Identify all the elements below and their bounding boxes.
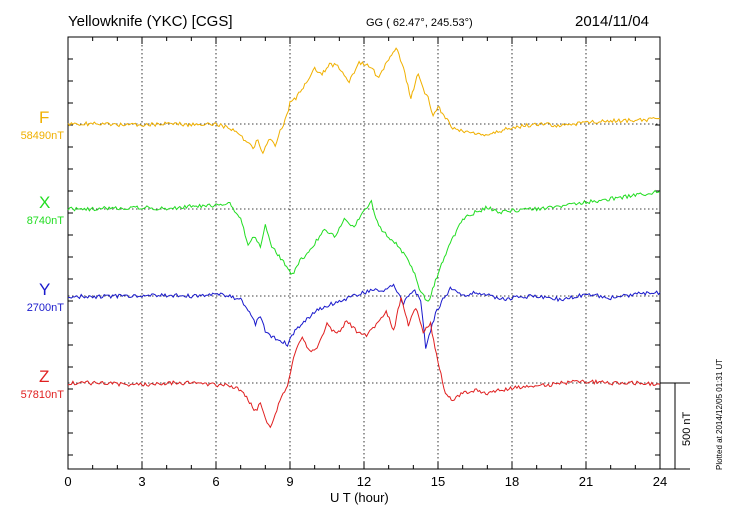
- x-tick-label: 15: [430, 474, 446, 489]
- scale-bar: [660, 382, 690, 470]
- series-line-f: [67, 47, 661, 155]
- series-line-x: [67, 189, 661, 302]
- plotted-timestamp: Plotted at 2014/12/05 01:31 UT: [715, 358, 724, 470]
- component-baseline-z: 57810nT: [20, 389, 64, 401]
- grid-lines: [68, 37, 660, 469]
- component-baseline-x: 8740nT: [26, 215, 64, 227]
- x-axis-label: U T (hour): [330, 490, 389, 505]
- series-line-y: [67, 283, 661, 349]
- component-baseline-y: 2700nT: [26, 302, 64, 314]
- station-title: Yellowknife (YKC) [CGS]: [68, 13, 233, 30]
- x-tick-label: 24: [652, 474, 668, 489]
- x-tick-label: 18: [504, 474, 520, 489]
- x-tick-label: 6: [212, 474, 220, 489]
- station-coordinates: GG ( 62.47°, 245.53°): [366, 17, 473, 29]
- record-date: 2014/11/04: [575, 13, 649, 30]
- component-label-f: F: [39, 108, 50, 127]
- x-tick-label: 3: [138, 474, 146, 489]
- x-tick-label: 9: [286, 474, 294, 489]
- component-label-y: Y: [39, 280, 51, 299]
- scale-bar-label: 500 nT: [681, 411, 693, 446]
- x-tick-label: 21: [578, 474, 594, 489]
- component-label-x: X: [39, 193, 51, 212]
- series-line-z: [67, 297, 661, 429]
- component-baseline-f: 58490nT: [20, 130, 64, 142]
- component-label-z: Z: [39, 367, 50, 386]
- series-layer: [67, 47, 661, 429]
- x-tick-label: 12: [356, 474, 372, 489]
- axis-ticks: [67, 37, 661, 469]
- x-tick-label: 0: [64, 474, 72, 489]
